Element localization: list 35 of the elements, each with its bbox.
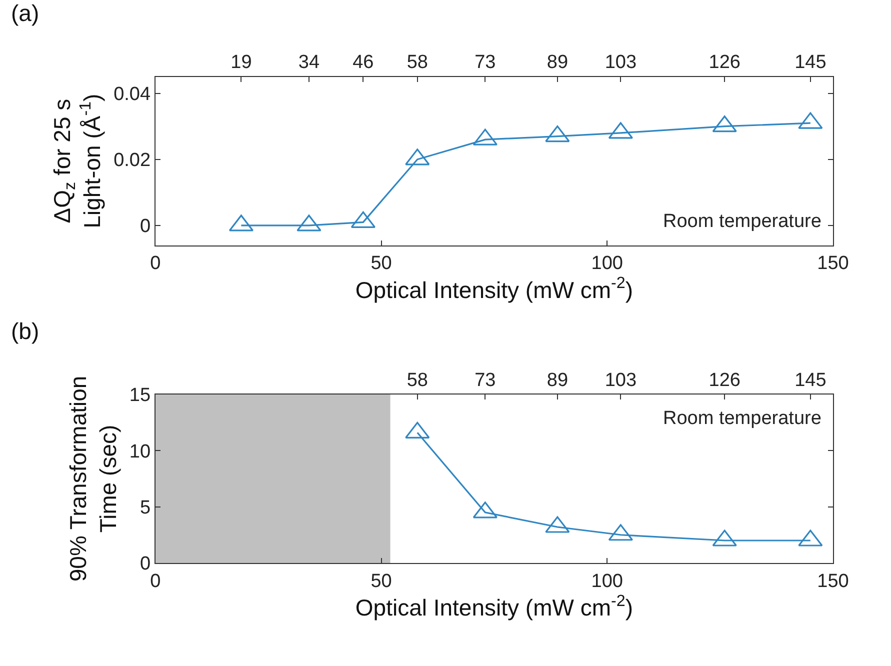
x-axis-title: Optical Intensity (mW cm$^{-2}$) [355,592,633,620]
y-tick-label: 0 [140,216,151,238]
x2-tick-label: 145 [794,370,826,391]
x2-tick-label: 145 [794,52,826,74]
x2-tick-label: 89 [546,52,568,74]
x-axis-title: Optical Intensity (mW cm$^{-2}$) [355,274,633,303]
x2-tick-label: 46 [352,52,374,74]
annotation: Room temperature [663,211,822,232]
y-tick-label: 0 [140,554,151,575]
x2-tick-label: 103 [604,52,637,74]
chart-title: (a) [11,0,40,26]
x-tick-label: 50 [370,253,392,274]
x2-tick-label: 58 [406,52,428,74]
y-tick-label: 0.04 [114,84,151,105]
chart-title: (b) [11,318,40,344]
y-tick-label: 5 [140,497,151,518]
x2-tick-label: 103 [604,370,637,391]
x-tick-label: 150 [817,570,849,592]
y-tick-label: 15 [129,385,151,406]
x2-tick-label: 89 [546,370,568,391]
x2-tick-label: 19 [230,52,252,74]
x-tick-label: 50 [370,570,392,592]
y-tick-label: 0.02 [114,150,151,172]
y-axis-title: 90% Transformation Time (sec) [64,376,121,582]
x2-tick-label: 73 [474,52,496,74]
x-tick-label: 100 [591,253,623,274]
x-tick-label: 100 [591,570,623,592]
y-tick-label: 10 [129,441,151,462]
x2-tick-label: 126 [708,370,740,391]
annotation: Room temperature [663,408,822,429]
x2-tick-label: 73 [474,370,496,391]
x2-tick-label: 34 [298,52,320,74]
x-tick-label: 150 [817,253,849,274]
x2-tick-label: 126 [708,52,740,74]
x2-tick-label: 58 [406,370,428,391]
